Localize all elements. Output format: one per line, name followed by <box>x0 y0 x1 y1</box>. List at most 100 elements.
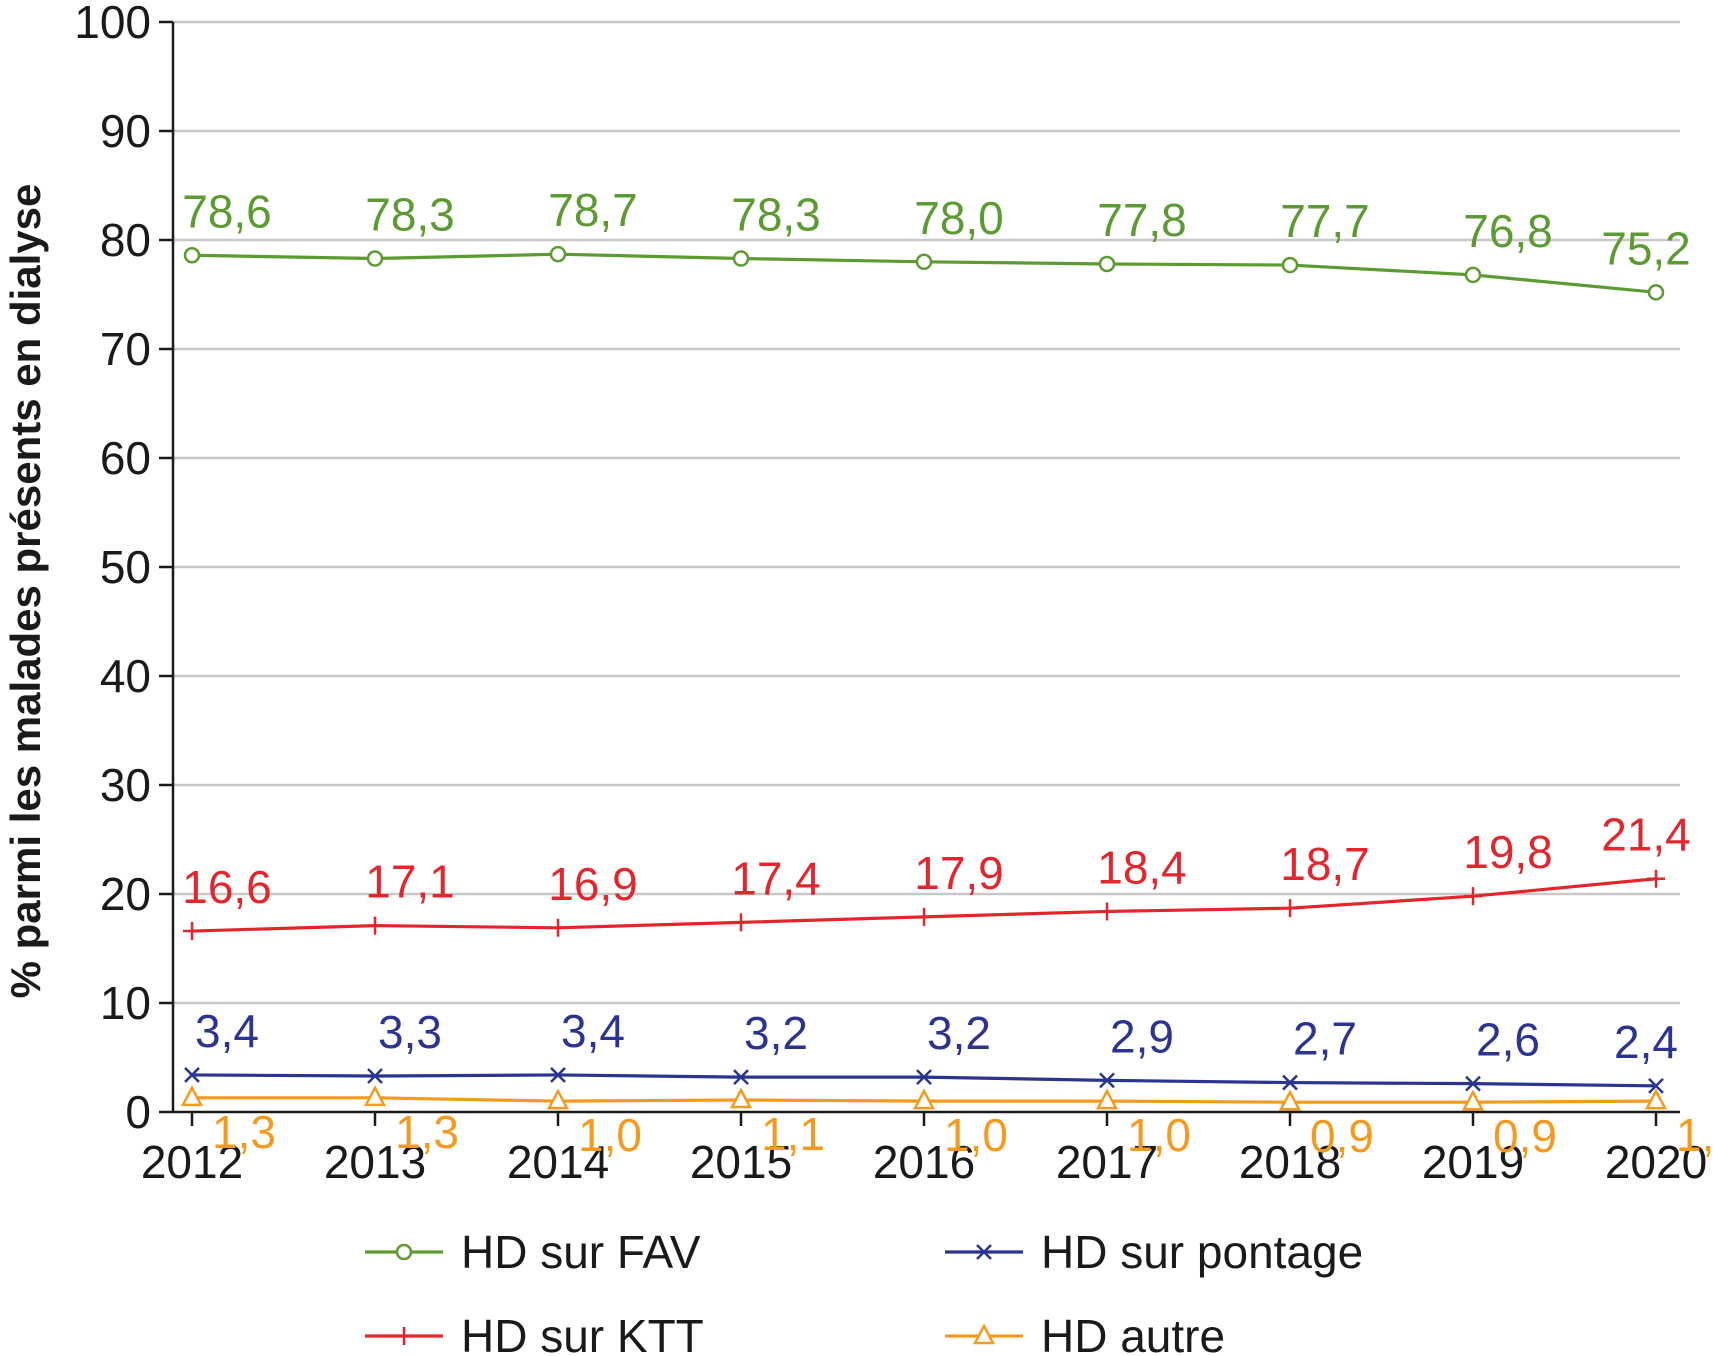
point-marker <box>1099 1072 1115 1089</box>
point-marker <box>1647 869 1665 888</box>
data-label: 78,3 <box>731 189 821 241</box>
x-tick-label: 2016 <box>873 1136 975 1188</box>
point-marker <box>550 1067 566 1083</box>
point-marker <box>1461 1089 1485 1111</box>
data-label: 1,3 <box>395 1106 459 1158</box>
series-layer: 78,6 78,3 78,7 78,3 78,0 77,8 77,7 76,8 75,2 16,6… <box>180 184 1715 1162</box>
x-tick-label: 2017 <box>1056 1136 1158 1188</box>
point-marker <box>395 1327 413 1345</box>
point-marker <box>916 1069 932 1086</box>
y-tick-label: 50 <box>100 541 151 593</box>
y-tick-label: 0 <box>125 1086 151 1138</box>
y-axis-title: % parmi les malades présents en dialyse <box>2 184 49 999</box>
data-label: 16,9 <box>548 858 638 910</box>
data-label: 21,4 <box>1601 809 1691 861</box>
series-hd-sur-pontage: 3,4 3,3 3,4 3,2 3,2 2,9 2,7 2,6 2,4 <box>184 1005 1678 1094</box>
legend-label: HD autre <box>1041 1310 1225 1356</box>
point-marker <box>183 247 201 264</box>
y-tick-label: 20 <box>100 868 151 920</box>
y-tick-label: 80 <box>100 214 151 266</box>
point-marker <box>915 253 933 271</box>
x-tick-label: 2014 <box>507 1136 609 1188</box>
x-tick-label: 2018 <box>1239 1136 1341 1188</box>
data-label: 1,0 <box>944 1109 1008 1161</box>
y-tick-label: 70 <box>100 323 151 375</box>
data-label: 78,3 <box>365 189 455 241</box>
point-marker <box>729 1087 753 1109</box>
point-marker <box>1464 266 1482 284</box>
point-marker <box>1098 255 1116 273</box>
legend-label: HD sur KTT <box>461 1310 704 1356</box>
data-label: 19,8 <box>1463 826 1553 878</box>
legend-label: HD sur FAV <box>461 1226 701 1278</box>
point-marker <box>367 1068 383 1084</box>
data-label: 1,0 <box>1676 1109 1715 1161</box>
point-marker <box>1464 887 1482 906</box>
data-label: 78,0 <box>914 192 1004 244</box>
point-marker <box>1648 1077 1664 1094</box>
series-hd-sur-ktt: 16,6 17,1 16,9 17,4 17,9 18,4 18,7 19,8 21,4 <box>182 809 1691 941</box>
data-label: 77,8 <box>1097 194 1187 246</box>
y-tick-label: 40 <box>100 650 151 702</box>
data-label: 76,8 <box>1463 205 1553 257</box>
series-hd-sur-fav: 78,6 78,3 78,7 78,3 78,0 77,8 77,7 76,8 75,2 <box>182 184 1691 301</box>
point-marker <box>363 1085 387 1107</box>
point-marker <box>1647 284 1665 301</box>
x-tick-label: 2015 <box>690 1136 792 1188</box>
data-label: 78,7 <box>548 184 638 236</box>
point-marker <box>183 922 201 941</box>
y-tick-label: 60 <box>100 432 151 484</box>
legend-item: HD sur KTT <box>365 1310 704 1356</box>
y-tick-label: 10 <box>100 977 151 1029</box>
point-marker <box>549 245 567 263</box>
point-marker <box>733 1069 749 1086</box>
data-label: 18,7 <box>1280 838 1370 890</box>
point-marker <box>1281 256 1299 274</box>
point-marker <box>1095 1088 1119 1110</box>
data-label: 3,4 <box>561 1005 625 1057</box>
data-label: 2,6 <box>1476 1014 1540 1066</box>
data-label: 17,4 <box>731 852 821 904</box>
point-marker <box>1465 1075 1481 1092</box>
data-label: 0,9 <box>1310 1110 1374 1162</box>
axes: 0 10 20 30 40 50 60 70 80 90 100 2012 2013 2014 2015 20… <box>74 0 1707 1188</box>
point-marker <box>395 1243 413 1261</box>
data-label: 17,1 <box>365 856 455 908</box>
data-label: 1,3 <box>212 1106 276 1158</box>
x-tick-label: 2013 <box>324 1136 426 1188</box>
point-marker <box>732 913 750 932</box>
point-marker <box>1098 902 1116 921</box>
y-tick-label: 90 <box>100 105 151 157</box>
x-tick-label: 2020 <box>1605 1136 1707 1188</box>
legend: HD sur FAV HD sur pontage HD sur KTT HD aut… <box>365 1226 1363 1356</box>
data-label: 2,4 <box>1614 1016 1678 1068</box>
data-label: 77,7 <box>1280 195 1370 247</box>
point-marker <box>1282 1074 1298 1091</box>
legend-item: HD sur FAV <box>365 1226 701 1278</box>
point-marker <box>976 1244 992 1260</box>
data-label: 3,4 <box>195 1005 259 1057</box>
data-label: 16,6 <box>182 861 272 913</box>
data-label: 1,0 <box>578 1109 642 1161</box>
y-tick-label: 30 <box>100 759 151 811</box>
point-marker <box>912 1088 936 1110</box>
series-hd-autre: 1,3 1,3 1,0 1,1 1,0 1,0 0,9 0,9 1,0 <box>180 1085 1715 1162</box>
data-label: 2,9 <box>1110 1010 1174 1062</box>
data-label: 1,0 <box>1127 1109 1191 1161</box>
data-label: 1,1 <box>761 1108 825 1160</box>
point-marker <box>972 1323 996 1345</box>
point-marker <box>184 1067 200 1083</box>
point-marker <box>180 1085 204 1107</box>
x-tick-label: 2012 <box>141 1136 243 1188</box>
point-marker <box>366 250 384 267</box>
point-marker <box>1644 1088 1668 1110</box>
y-tick-label: 100 <box>74 0 151 48</box>
data-label: 3,2 <box>927 1007 991 1059</box>
point-marker <box>915 907 933 926</box>
point-marker <box>366 916 384 935</box>
data-label: 0,9 <box>1493 1110 1557 1162</box>
data-label: 78,6 <box>182 185 272 237</box>
data-label: 75,2 <box>1601 222 1691 274</box>
data-label: 2,7 <box>1293 1013 1357 1065</box>
data-label: 18,4 <box>1097 841 1187 893</box>
